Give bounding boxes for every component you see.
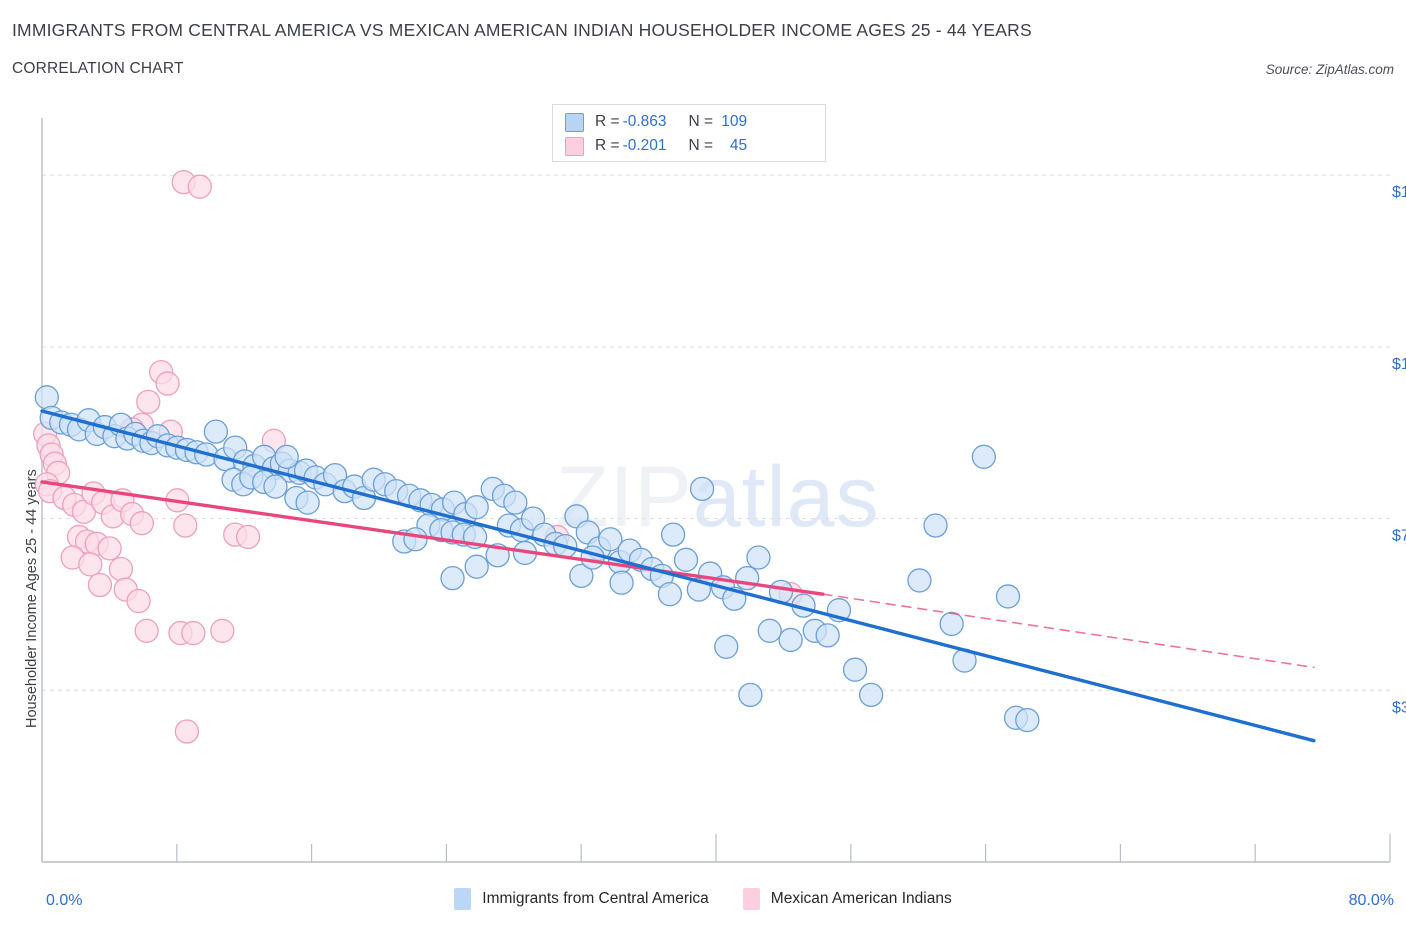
- x-axis-max-label: 80.0%: [1348, 892, 1394, 909]
- svg-text:$37,500: $37,500: [1392, 699, 1406, 716]
- legend-row-blue: R = -0.863 N = 109: [565, 110, 815, 134]
- legend-label-immigrants-central-america: Immigrants from Central America: [482, 890, 709, 907]
- legend-swatch-blue-icon: [565, 112, 584, 132]
- legend-item-immigrants-central-america[interactable]: Immigrants from Central America: [454, 888, 709, 910]
- x-axis-min-label: 0.0%: [46, 892, 83, 909]
- series-legend: Immigrants from Central America Mexican …: [0, 888, 1406, 910]
- trend-lines: [40, 409, 1316, 743]
- legend-label-mexican-american-indians: Mexican American Indians: [770, 890, 952, 907]
- legend-swatch-blue-series-icon: [454, 888, 472, 910]
- correlation-stats-legend: R = -0.863 N = 109 R = -0.201 N = 45: [552, 104, 826, 162]
- legend-r-value-pink: -0.201: [622, 137, 667, 154]
- legend-swatch-pink-icon: [565, 136, 584, 156]
- legend-row-pink: R = -0.201 N = 45: [565, 134, 815, 158]
- svg-text:$75,000: $75,000: [1392, 528, 1406, 545]
- data-points-mexican-american-indians: [33, 169, 803, 744]
- legend-n-value-blue: 109: [721, 113, 748, 130]
- x-axis-ticks: [41, 834, 1391, 862]
- legend-n-label-blue: N =: [688, 113, 714, 130]
- svg-text:$112,500: $112,500: [1392, 356, 1406, 373]
- data-points-immigrants-central-america: [34, 385, 1040, 733]
- y-axis-tick-labels: $150,000 $112,500 $75,000 $37,500: [1392, 184, 1406, 716]
- legend-n-value-pink: 45: [729, 137, 748, 154]
- legend-r-label-blue: R =: [595, 113, 620, 130]
- chart-subtitle: CORRELATION CHART: [12, 60, 184, 77]
- source-attribution: Source: ZipAtlas.com: [1265, 62, 1394, 77]
- legend-n-label-pink: N =: [688, 137, 714, 154]
- svg-text:$150,000: $150,000: [1392, 184, 1406, 201]
- legend-r-value-blue: -0.863: [622, 113, 667, 130]
- legend-swatch-pink-series-icon: [742, 888, 760, 910]
- legend-r-label-pink: R =: [595, 137, 620, 154]
- legend-item-mexican-american-indians[interactable]: Mexican American Indians: [742, 888, 952, 910]
- page-title: IMMIGRANTS FROM CENTRAL AMERICA VS MEXIC…: [12, 20, 1032, 40]
- gridlines: [42, 174, 1390, 691]
